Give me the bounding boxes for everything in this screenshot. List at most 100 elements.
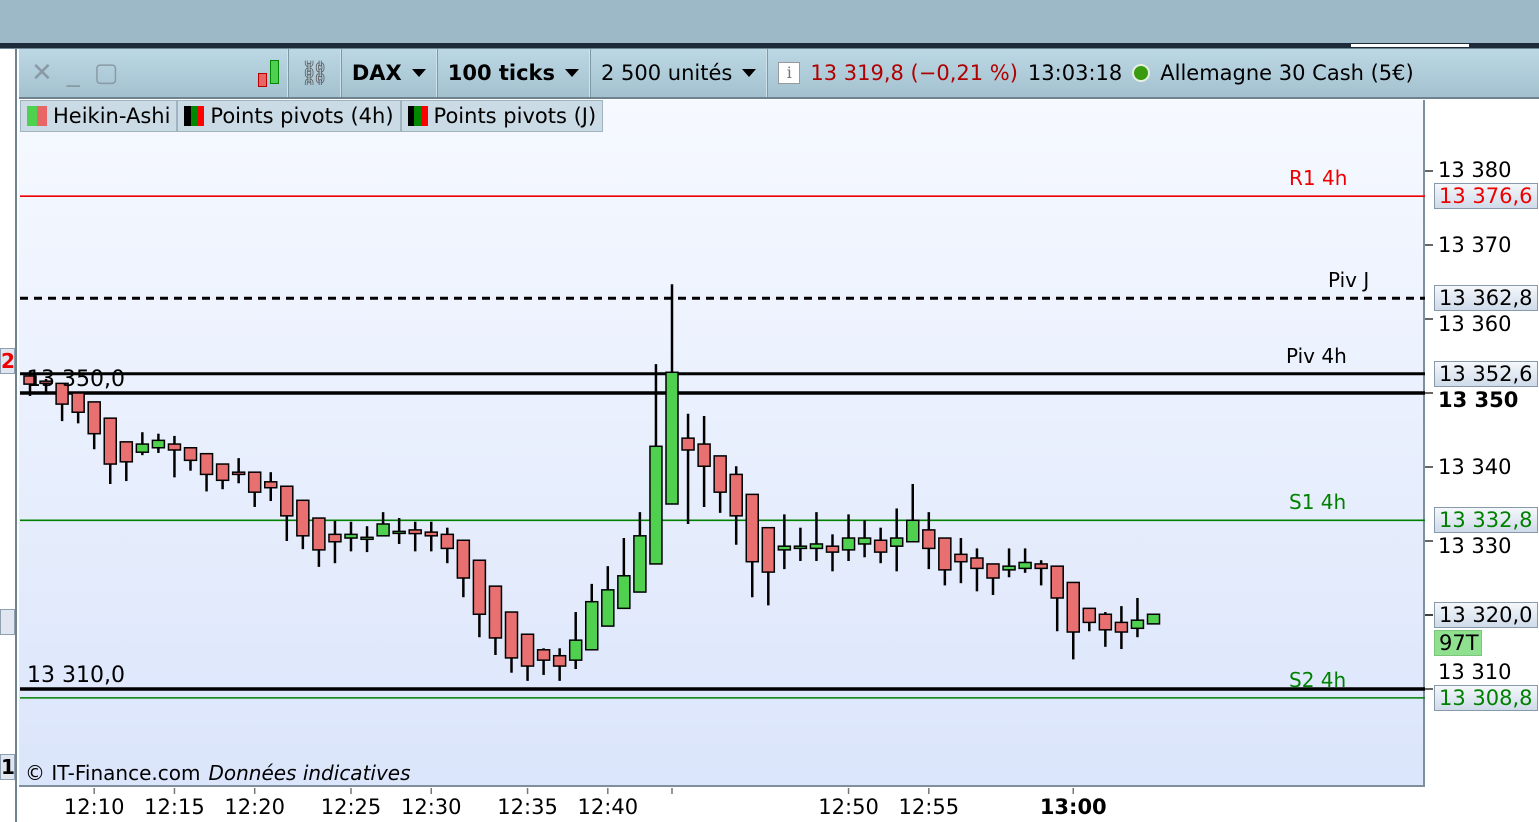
legend-pivots-4h[interactable]: Points pivots (4h) <box>177 100 401 132</box>
maximize-icon[interactable]: ▢ <box>93 58 119 88</box>
close-icon[interactable]: ✕ <box>31 58 53 88</box>
price-level-box: 13 332,8 <box>1434 507 1538 534</box>
x-tick-label: 12:25 <box>320 795 382 819</box>
candle-down <box>681 437 695 451</box>
candle-down <box>1082 607 1097 624</box>
x-tick-label: 12:35 <box>497 795 558 819</box>
candle-down <box>1114 621 1129 633</box>
y-tick-label: 13 310 <box>1438 659 1512 684</box>
chart-toolbar: ✕ _ ▢ ⛓ DAX 100 ticks 2 500 unités i 13 … <box>19 49 1539 99</box>
chain-link-icon[interactable]: ⛓ <box>299 59 330 87</box>
candle-up <box>568 639 583 661</box>
candle-up <box>1018 561 1032 570</box>
candle-down <box>440 533 455 550</box>
y-tick-label: 13 370 <box>1438 233 1512 257</box>
candle-up <box>1146 613 1161 625</box>
candle-down <box>488 585 503 639</box>
candle-down <box>697 443 711 468</box>
candle-up <box>793 545 808 550</box>
candle-up <box>841 537 856 551</box>
candle-down <box>456 539 471 579</box>
candle-up <box>151 439 166 449</box>
candle-down <box>954 553 968 563</box>
candle-down <box>745 493 759 563</box>
minimize-icon[interactable]: _ <box>66 58 80 88</box>
candle-down <box>424 531 438 537</box>
candle-down <box>71 392 85 413</box>
instrument-value: DAX <box>351 61 402 85</box>
legend-heikin-ashi[interactable]: Heikin-Ashi <box>20 100 178 132</box>
candle-up <box>1002 565 1016 571</box>
candle-down <box>1098 613 1113 631</box>
candle-down <box>1066 581 1080 633</box>
candle-down <box>39 380 53 385</box>
indicator-legend: Heikin-Ashi Points pivots (4h) Points pi… <box>20 100 604 132</box>
quantity-value: 2 500 unités <box>601 61 733 85</box>
interval-dropdown[interactable]: 100 ticks <box>438 49 589 97</box>
scroll-indicator[interactable] <box>1351 44 1469 47</box>
x-tick-label: 12:10 <box>63 795 125 819</box>
candle-down <box>23 375 37 385</box>
candle-down <box>938 537 952 571</box>
legend-label: Points pivots (4h) <box>210 104 394 128</box>
candle-down <box>1050 565 1064 599</box>
candle-up <box>889 537 904 547</box>
candle-down <box>922 529 936 550</box>
price-level-box: 13 308,8 <box>1434 684 1538 711</box>
candle-down <box>472 559 487 616</box>
candle-down <box>520 633 535 667</box>
quantity-dropdown[interactable]: 2 500 unités <box>591 49 766 97</box>
candle-up <box>601 589 615 627</box>
interval-value: 100 ticks <box>447 61 556 85</box>
candle-up <box>777 545 792 551</box>
chart-area[interactable] <box>19 100 1425 787</box>
candle-down <box>55 382 69 405</box>
candle-up <box>1130 619 1145 630</box>
swatch-icon <box>27 106 47 126</box>
candle-down <box>761 526 776 573</box>
info-icon[interactable]: i <box>778 62 801 84</box>
candle-down <box>536 649 551 661</box>
instrument-dropdown[interactable]: DAX <box>342 49 436 97</box>
disclaimer-text: Données indicatives <box>208 761 411 785</box>
x-tick-label: 12:55 <box>898 795 960 819</box>
chevron-down-icon <box>742 69 757 77</box>
candlestick-icon[interactable] <box>258 59 280 87</box>
y-tick-label: 13 380 <box>1438 158 1512 183</box>
pivot-label: R1 4h <box>1289 166 1348 191</box>
copyright-note: © IT-Finance.com Données indicatives <box>25 761 411 785</box>
candle-down <box>296 499 310 537</box>
last-update-time: 13:03:18 <box>1027 61 1123 85</box>
pivot-label: Piv J <box>1328 268 1370 293</box>
candle-up <box>585 600 599 651</box>
x-tick-label: 12:15 <box>144 795 205 819</box>
horizontal-line-label: 13 350,0 <box>27 367 125 392</box>
legend-pivots-daily[interactable]: Points pivots (J) <box>400 100 604 132</box>
legend-label: Points pivots (J) <box>433 104 597 128</box>
candle-down <box>873 539 888 553</box>
price-change: 13 319,8 (−0,21 %) <box>810 61 1018 85</box>
candle-up <box>665 371 679 505</box>
candle-down <box>729 473 743 517</box>
current-price-box: 13 320,0 <box>1434 602 1538 628</box>
copyright-text: © IT-Finance.com <box>25 761 201 785</box>
legend-label: Heikin-Ashi <box>53 104 171 128</box>
candle-down <box>504 611 519 659</box>
pivot-label: S1 4h <box>1289 490 1347 515</box>
candle-down <box>119 441 134 463</box>
x-tick-label: 12:20 <box>224 795 285 819</box>
y-tick-label: 13 350 <box>1438 387 1519 412</box>
y-tick-label: 13 360 <box>1438 312 1512 337</box>
candle-down <box>87 401 101 435</box>
y-tick-label: 13 330 <box>1438 534 1512 559</box>
status-dot-icon <box>1132 64 1151 82</box>
x-tick-label: 12:50 <box>818 795 879 819</box>
candle-down <box>825 545 840 553</box>
candle-down <box>970 557 984 570</box>
swatch-icon <box>407 106 428 126</box>
candle-up <box>857 537 872 545</box>
adjacent-window-edge: 2 1 <box>0 49 17 822</box>
candle-up <box>906 519 920 543</box>
price-level-box: 13 376,6 <box>1434 183 1538 210</box>
